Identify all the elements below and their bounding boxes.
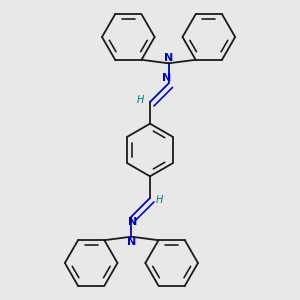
Text: H: H [137, 95, 144, 106]
Text: N: N [164, 53, 173, 63]
Text: N: N [127, 237, 136, 247]
Text: N: N [162, 73, 172, 83]
Text: H: H [156, 194, 163, 205]
Text: N: N [128, 217, 138, 227]
